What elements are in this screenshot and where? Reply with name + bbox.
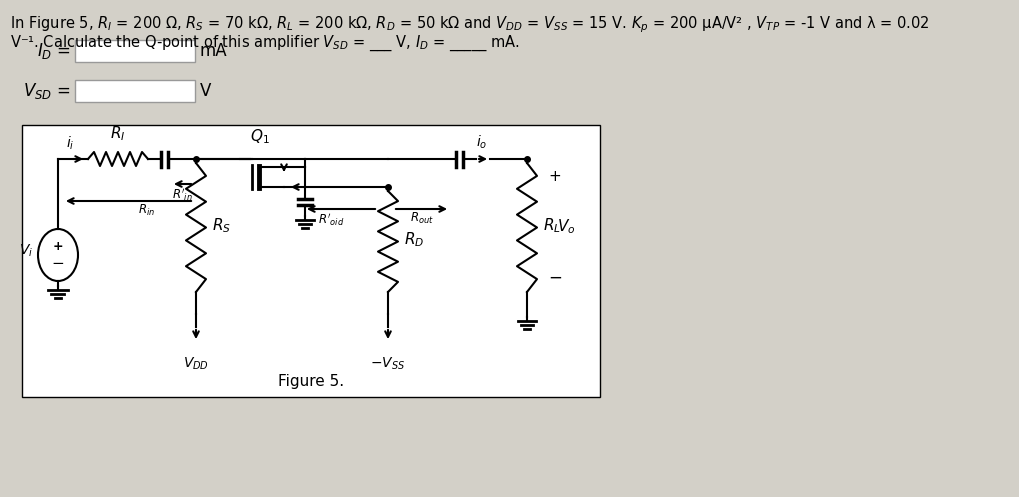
Bar [22,125,600,397]
Text: $I_D$ =: $I_D$ = [38,41,71,61]
Text: $R_D$: $R_D$ [404,230,424,249]
Text: V⁻¹. Calculate the Q-point of this amplifier $V_{SD}$ = ___ V, $I_D$ = _____ mA.: V⁻¹. Calculate the Q-point of this ampli… [10,34,520,53]
Text: $R_I$: $R_I$ [110,124,125,143]
Text: V: V [200,82,211,100]
Text: −: − [548,269,561,287]
Text: +: + [53,240,63,252]
Text: $R_L$: $R_L$ [543,216,560,235]
Bar [75,40,195,62]
Text: $R'_{oid}$: $R'_{oid}$ [318,211,344,228]
Text: $Q_1$: $Q_1$ [250,127,270,146]
Text: $R_S$: $R_S$ [212,216,231,235]
Text: $V_o$: $V_o$ [557,217,576,236]
Text: In Figure 5, $R_I$ = 200 Ω, $R_S$ = 70 kΩ, $R_L$ = 200 kΩ, $R_D$ = 50 kΩ and $V_: In Figure 5, $R_I$ = 200 Ω, $R_S$ = 70 k… [10,14,929,35]
Text: $R_{out}$: $R_{out}$ [410,211,433,226]
Text: $i_i$: $i_i$ [66,135,74,152]
Text: +: + [548,169,561,184]
Text: $-V_{SS}$: $-V_{SS}$ [371,356,406,372]
Text: $i_o$: $i_o$ [476,134,488,151]
Text: $V_{SD}$ =: $V_{SD}$ = [23,81,71,101]
Text: $R_{in}$: $R_{in}$ [139,203,156,218]
Bar [75,80,195,102]
Text: −: − [52,256,64,271]
Text: $V_i$: $V_i$ [19,243,33,259]
Text: $R'_{in}$: $R'_{in}$ [172,186,193,203]
Text: Figure 5.: Figure 5. [278,374,344,389]
Text: $V_{DD}$: $V_{DD}$ [183,356,209,372]
Text: mA: mA [200,42,227,60]
